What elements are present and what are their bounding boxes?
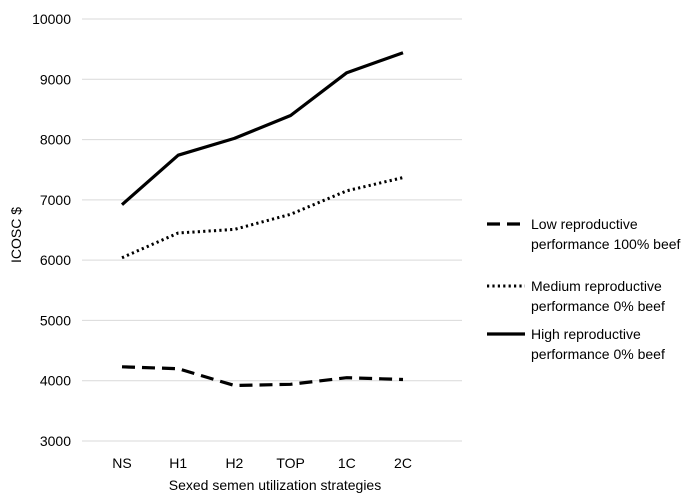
series-line-high-reproductive-performance-0pct-beef [120,51,404,206]
x-tick-label: 1C [338,455,356,471]
x-tick-label: TOP [276,455,305,471]
legend-label: performance 100% beef [531,236,681,252]
y-tick-label: 5000 [40,312,71,328]
y-axis-ticks: 3000 4000 5000 6000 7000 8000 9000 10000 [32,11,71,449]
gridlines [82,18,462,442]
y-tick-label: 3000 [40,433,71,449]
y-tick-label: 6000 [40,252,71,268]
series-lines [120,51,404,388]
legend-label: High reproductive [531,326,641,342]
x-axis-ticks: NS H1 H2 TOP 1C 2C [112,455,412,471]
y-tick-label: 7000 [40,192,71,208]
x-axis-title: Sexed semen utilization strategies [169,477,381,493]
legend: Low reproductive performance 100% beef Med… [487,216,681,362]
legend-label: Low reproductive [531,216,638,232]
series-line-medium-reproductive-performance-0pct-beef [121,176,404,260]
x-tick-label: NS [112,455,131,471]
legend-label: performance 0% beef [531,298,665,314]
x-tick-label: H2 [225,455,243,471]
legend-label: performance 0% beef [531,346,665,362]
series-line-low-reproductive-performance-100pct-beef [121,365,404,388]
x-tick-label: H1 [169,455,187,471]
y-tick-label: 10000 [32,11,71,27]
legend-label: Medium reproductive [531,278,662,294]
y-tick-label: 9000 [40,71,71,87]
y-axis-title: ICOSC $ [8,207,24,263]
y-tick-label: 4000 [40,373,71,389]
x-tick-label: 2C [394,455,412,471]
y-tick-label: 8000 [40,132,71,148]
